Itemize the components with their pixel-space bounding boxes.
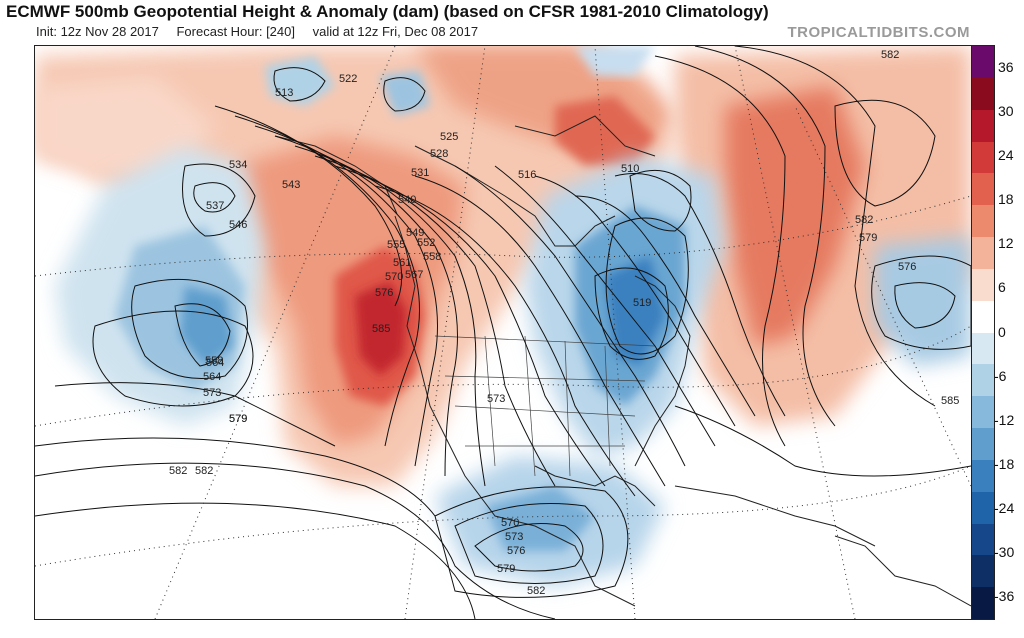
colorbar-segment	[972, 428, 994, 460]
colorbar-tick-label: -36	[994, 588, 1015, 604]
contour-label: 513	[275, 87, 293, 99]
colorbar-segment	[972, 364, 994, 397]
contour-label: 537	[206, 200, 224, 212]
colorbar-segment	[972, 587, 994, 620]
valid-time: valid at 12z Fri, Dec 08 2017	[312, 24, 479, 39]
contour-label: 516	[518, 169, 536, 181]
map-subtitle: Init: 12z Nov 28 2017 Forecast Hour: [24…	[36, 24, 492, 39]
contour-label: 576	[898, 261, 916, 273]
anomaly-colorbar	[971, 45, 995, 620]
anomaly-pos-ridge-max	[355, 281, 407, 376]
contour-label: 510	[621, 163, 639, 175]
contour-label: 585	[372, 323, 390, 335]
colorbar-segment	[972, 141, 994, 174]
anomaly-neg-atlantic	[875, 236, 971, 366]
colorbar-tick-label: 24	[998, 147, 1014, 164]
contour-label: 582	[527, 585, 545, 597]
contour-label: 552	[417, 237, 435, 249]
contour-label: 579	[859, 232, 877, 244]
contour-label: 549	[406, 227, 424, 239]
colorbar-segment	[972, 459, 994, 492]
contour-label: 558	[205, 355, 223, 367]
colorbar-tick-label: -30	[994, 543, 1015, 560]
anomaly-pos-greenland	[555, 96, 655, 166]
graticule	[35, 46, 971, 619]
anomaly-pos-pacific-far	[35, 76, 215, 176]
negative-anomaly-layer	[55, 46, 971, 586]
colorbar-segment	[972, 77, 994, 110]
contour-label: 528	[430, 148, 448, 160]
contour-label: 543	[282, 179, 300, 191]
colorbar-tick-label: 36	[998, 59, 1014, 75]
contour-label: 570	[385, 271, 403, 283]
colorbar-segment	[972, 491, 994, 524]
contour-label: 579	[229, 413, 247, 425]
contour-label: 558	[423, 251, 441, 263]
contour-label: 567	[405, 269, 423, 281]
contour-label: 573	[505, 531, 523, 543]
coastlines	[274, 115, 971, 607]
contour-label: 561	[393, 257, 411, 269]
brand-watermark: TROPICALTIDBITS.COM	[787, 24, 970, 41]
colorbar-segment	[972, 46, 994, 78]
colorbar-tick-label: -6	[994, 367, 1007, 384]
contour-label: 570	[501, 517, 519, 529]
anomaly-pos-atlantic-core	[725, 86, 865, 346]
colorbar-segment	[972, 332, 994, 365]
colorbar-segment	[972, 205, 994, 238]
contour-label: 564	[203, 371, 221, 383]
contour-label: 573	[487, 393, 505, 405]
contour-label: 582	[855, 214, 873, 226]
contour-label: 576	[507, 545, 525, 557]
contour-label: 585	[941, 395, 959, 407]
contour-label: 579	[497, 563, 515, 575]
contour-label: 573	[203, 387, 221, 399]
contour-label: 540	[398, 194, 416, 206]
contour-label: 519	[633, 297, 651, 309]
init-time: Init: 12z Nov 28 2017	[36, 24, 159, 39]
colorbar-tick-label: 6	[998, 279, 1006, 296]
colorbar-tick-label: -24	[994, 499, 1015, 516]
height-contours	[35, 46, 971, 619]
colorbar-segment	[972, 109, 994, 142]
contour-label: 546	[229, 219, 247, 231]
colorbar-segment	[972, 300, 994, 333]
anomaly-neg-greenland-low	[575, 46, 655, 76]
contour-labels: 582 513 522 534 537 546 543 540 549 552 …	[169, 49, 959, 597]
anomaly-neg-mexico-core	[485, 486, 595, 551]
anomaly-neg-gulf-alaska-core	[180, 286, 233, 366]
colorbar-segment	[972, 268, 994, 301]
map-title: ECMWF 500mb Geopotential Height & Anomal…	[6, 2, 769, 21]
state-borders	[434, 335, 656, 477]
colorbar-tick-label: 12	[998, 235, 1014, 252]
contour-label: 582	[169, 465, 187, 477]
contour-label: 555	[387, 239, 405, 251]
weather-map: 582 513 522 534 537 546 543 540 549 552 …	[34, 45, 972, 620]
contour-label: 564	[206, 357, 224, 369]
contour-label: 531	[411, 167, 429, 179]
colorbar-tick-label: 30	[998, 103, 1014, 120]
contour-label: 582	[195, 465, 213, 477]
colorbar-segment	[972, 396, 994, 429]
contour-label: 525	[440, 131, 458, 143]
colorbar-segment	[972, 173, 994, 206]
colorbar-tick-label: 0	[998, 323, 1006, 340]
colorbar-tick-label: 18	[998, 191, 1014, 208]
contour-label: 534	[229, 159, 247, 171]
contour-label: 522	[339, 73, 357, 85]
colorbar-tick-label: -18	[994, 455, 1015, 472]
contour-label: 582	[881, 49, 899, 61]
contour-label: 579	[229, 413, 247, 425]
colorbar-segment	[972, 555, 994, 588]
colorbar-segment	[972, 523, 994, 556]
forecast-hour: Forecast Hour: [240]	[176, 24, 295, 39]
colorbar-segment	[972, 237, 994, 269]
colorbar-tick-label: -12	[994, 411, 1015, 428]
map-canvas: 582 513 522 534 537 546 543 540 549 552 …	[35, 46, 971, 619]
contour-label: 576	[375, 287, 393, 299]
